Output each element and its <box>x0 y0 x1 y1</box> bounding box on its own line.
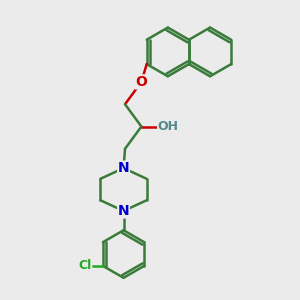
Text: N: N <box>118 161 129 175</box>
Text: N: N <box>118 204 129 218</box>
Text: O: O <box>135 75 147 89</box>
Text: OH: OH <box>158 120 178 133</box>
Text: Cl: Cl <box>79 260 92 272</box>
